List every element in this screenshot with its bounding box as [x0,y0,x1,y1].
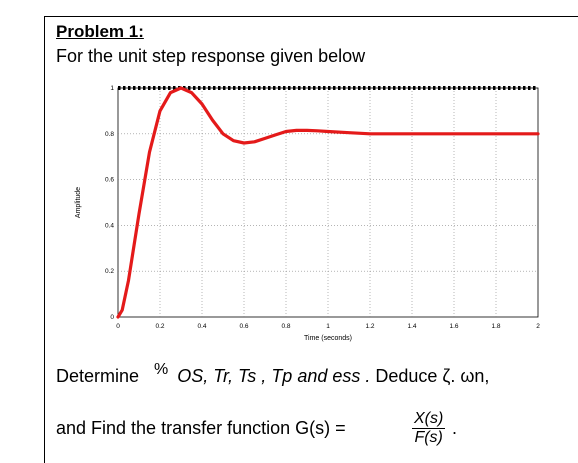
deduce-text: Deduce ζ. ωn, [375,366,490,386]
x-tick-label: 1.2 [365,323,374,330]
transfer-function-fraction: X(s) F(s) [412,410,446,447]
spec-list: OS, Tr, Ts , Tp and ess . [177,366,371,386]
problem-frame [44,16,578,463]
x-tick-label: 1.4 [407,323,416,330]
question-line-2: and Find the transfer function G(s) = [56,418,346,438]
y-tick-label: 0.6 [105,177,114,184]
x-tick-label: 0.2 [155,323,164,330]
x-tick-label: 0.4 [197,323,206,330]
x-tick-label: 2 [536,323,540,330]
problem-intro: For the unit step response given below [56,46,366,66]
end-dot: . [452,418,458,438]
x-tick-label: 0 [116,323,120,330]
problem-title: Problem 1: [56,22,144,41]
y-tick-label: 0 [110,314,114,321]
x-tick-label: 1.8 [491,323,500,330]
determine-word: Determine [56,366,140,386]
percent-sign: % [154,361,169,378]
y-axis-label: Amplitude [75,187,82,218]
step-response-chart: 0 0.2 0.4 0.6 0.8 1 1.2 1.4 1.6 1.8 2 0 0.2 0.4 0.6 0.8… [75,85,540,342]
question-line-1: Determine % OS, Tr, Ts , Tp and ess . De… [56,361,490,387]
y-tick-label: 1 [110,85,114,92]
x-tick-label: 0.8 [281,323,290,330]
y-tick-label: 0.8 [105,131,114,138]
x-tick-label: 1.6 [449,323,458,330]
x-tick-label: 1 [326,323,330,330]
y-tick-label: 0.2 [105,268,114,275]
fraction-numerator: X(s) [412,410,446,429]
x-tick-label: 0.6 [239,323,248,330]
step-response-curve [116,86,540,319]
x-axis-label: Time (seconds) [304,335,352,342]
fraction-denominator: F(s) [414,429,443,446]
y-tick-label: 0.4 [105,222,114,229]
